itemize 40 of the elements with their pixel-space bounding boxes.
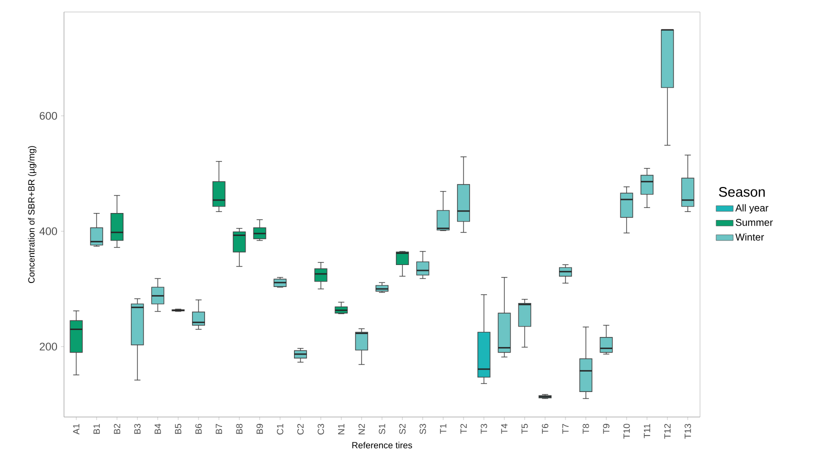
x-tick-label: B4 (154, 424, 161, 434)
x-tick-label: C1 (276, 424, 284, 435)
x-tick-label: B3 (134, 424, 141, 434)
x-tick-label: T13 (684, 424, 691, 439)
x-tick-label: C2 (297, 424, 304, 435)
x-tick-label: N1 (338, 424, 344, 434)
x-tick-label: T10 (623, 424, 630, 439)
x-tick-label: T3 (480, 424, 488, 434)
x-tick-label: S3 (420, 424, 426, 434)
x-tick-label: N2 (358, 424, 365, 434)
legend-title: Season (718, 186, 765, 197)
x-axis-title: Reference tires (352, 442, 412, 448)
x-tick-label: B5 (175, 424, 182, 434)
x-tick-label: B6 (195, 424, 202, 434)
y-axis-title: Concentration of SBR+BR (µg/mg) (28, 146, 36, 284)
x-tick-label: B7 (216, 424, 222, 434)
x-tick-label: T1 (440, 424, 446, 434)
x-tick-label: T12 (664, 424, 671, 439)
x-tick-label: S1 (378, 424, 386, 434)
x-tick-label: B1 (94, 424, 100, 434)
x-tick-label: T6 (542, 424, 548, 434)
legend-label: All year (735, 204, 768, 214)
x-tick-label: B9 (256, 424, 263, 434)
x-tick-label: B2 (114, 424, 120, 434)
y-tick-label: 600 (40, 112, 58, 120)
y-tick-label: 400 (39, 227, 58, 236)
x-tick-label: B8 (236, 424, 242, 434)
x-tick-label: S2 (399, 424, 406, 434)
x-tick-label: T8 (582, 424, 590, 434)
x-tick-label: T4 (501, 424, 508, 434)
x-tick-label: T11 (644, 424, 650, 438)
x-tick-label: T2 (460, 424, 467, 434)
x-tick-label: T7 (562, 424, 569, 434)
legend-label: Winter (735, 233, 764, 241)
x-tick-label: T5 (522, 424, 528, 434)
legend-label: Summer (736, 218, 773, 226)
x-tick-label: C3 (318, 424, 324, 435)
y-tick-label: 200 (40, 342, 58, 350)
x-tick-label: T9 (603, 424, 610, 434)
x-tick-label: A1 (73, 424, 80, 434)
